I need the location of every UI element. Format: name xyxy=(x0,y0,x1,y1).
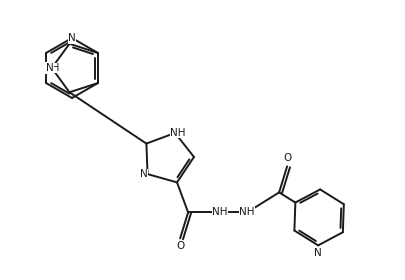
Text: N: N xyxy=(139,169,147,179)
Text: H: H xyxy=(52,63,60,73)
Text: N: N xyxy=(68,33,76,43)
Text: NH: NH xyxy=(170,128,185,138)
Text: NH: NH xyxy=(212,207,227,217)
Text: N: N xyxy=(46,63,53,73)
Text: NH: NH xyxy=(239,207,254,217)
Text: N: N xyxy=(313,248,321,258)
Text: O: O xyxy=(282,153,290,164)
Text: O: O xyxy=(175,241,184,251)
